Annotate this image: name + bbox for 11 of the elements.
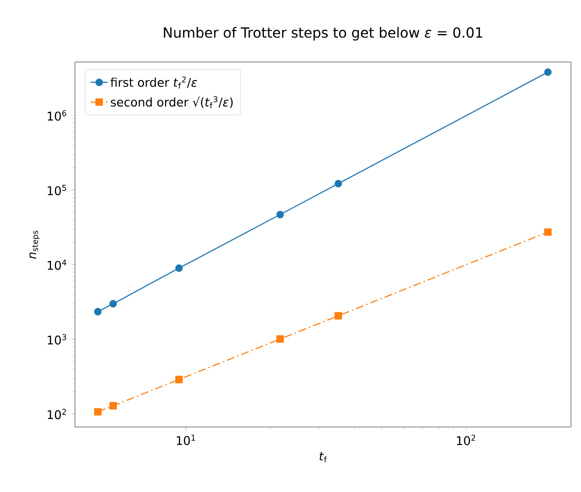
x-axis-title: t$_{f}$ <box>320 452 327 462</box>
legend-label: second order √(t$_{f}$$^{3}$/ε) <box>110 96 233 108</box>
legend-label: first order t$_{f}$$^{2}$/ε <box>110 76 198 89</box>
y-axis-title: n$_{steps}$ <box>29 230 40 259</box>
y-tick-label: 10$^{3}$ <box>48 334 66 345</box>
y-tick-label: 10$^{2}$ <box>48 408 66 420</box>
chart-title: Number of Trotter steps to get below ε = 0.01 <box>164 27 482 40</box>
y-tick-label: 10$^{6}$ <box>48 110 66 121</box>
x-tick-label: 10$^{1}$ <box>176 434 196 446</box>
y-tick-label: 10$^{4}$ <box>48 260 66 270</box>
y-tick-label: 10$^{5}$ <box>48 184 66 196</box>
